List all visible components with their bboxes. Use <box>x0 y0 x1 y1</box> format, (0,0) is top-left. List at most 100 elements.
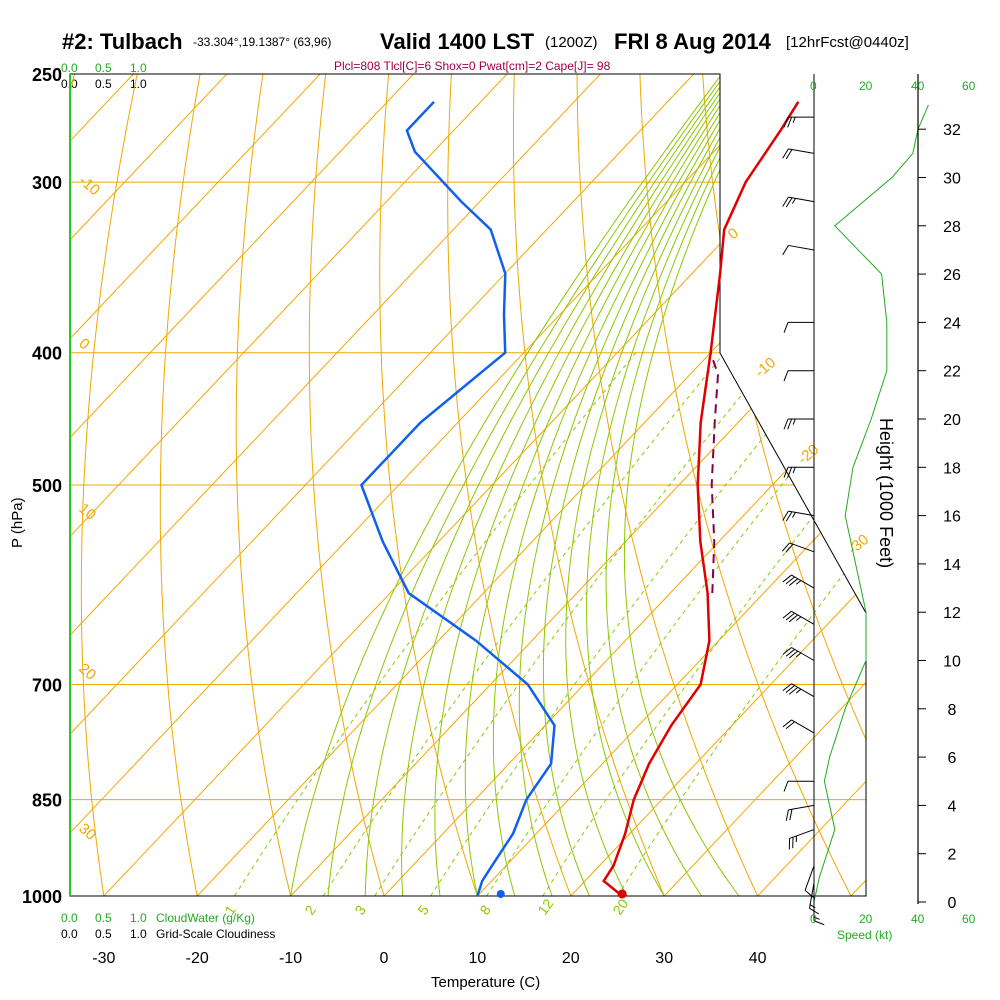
wind-barb-feather <box>785 149 793 160</box>
mixing-ratio-label-2: 2 <box>301 902 319 918</box>
height-tick-20: 20 <box>943 412 961 429</box>
moist-adiabat <box>325 74 744 896</box>
isotherm-label-1: 0 <box>75 335 92 353</box>
valid-utc: (1200Z) <box>545 34 598 51</box>
isotherm-label-8: -30 <box>845 531 873 558</box>
temperature-tick-40: 40 <box>749 950 767 967</box>
isotherm-line <box>70 74 811 896</box>
moist-adiabat <box>542 74 767 896</box>
moist-adiabat <box>434 74 754 896</box>
isotherm-line <box>70 74 437 896</box>
wind-barb-feather <box>792 116 796 123</box>
wind-barb-staff <box>788 196 815 203</box>
wind-barb-feather <box>782 647 792 655</box>
wind-barb-feather <box>792 418 796 425</box>
temperature-trace <box>602 101 800 897</box>
moist-adiabat <box>364 74 748 896</box>
wind-barb-feather <box>813 920 825 926</box>
wind-barb-feather <box>782 245 789 256</box>
moist-adiabat <box>565 74 771 896</box>
isotherm-line <box>70 74 531 896</box>
temperature-tick-30: 30 <box>655 950 673 967</box>
wind-barb-feather <box>792 512 796 518</box>
wind-barb-4 <box>785 804 815 821</box>
height-tick-6: 6 <box>948 750 957 767</box>
wind-barb-staff <box>791 610 815 625</box>
isotherm-line <box>356 74 866 896</box>
mixing-ratio-line-3 <box>374 352 777 896</box>
wind-barb-feather <box>782 196 789 207</box>
wind-barb-feather <box>785 809 789 821</box>
isotherm-line <box>543 74 866 896</box>
wind-barb-feather <box>809 907 820 915</box>
wind-barb-10 <box>782 574 815 589</box>
cloudiness-scale-top-2: 1.0 <box>130 77 147 91</box>
wind-barb-feather <box>809 904 816 909</box>
wind-barb-staff <box>789 542 815 553</box>
isotherm-line <box>70 74 624 896</box>
speed-tick-bottom-20: 20 <box>859 912 873 926</box>
pressure-tick-300: 300 <box>32 173 62 193</box>
mixing-ratio-label-8: 8 <box>476 902 494 918</box>
cloudiness-scale-bottom-0: 0.0 <box>61 927 78 941</box>
wind-barb-feather <box>785 197 793 208</box>
pressure-tick-700: 700 <box>32 676 62 696</box>
wind-barb-feather <box>785 511 793 522</box>
cloud-water-legend: CloudWater (g/Kg) <box>156 911 255 925</box>
wind-barb-3 <box>788 829 815 850</box>
temperature-tick-10: 10 <box>469 950 487 967</box>
mixing-ratio-label-12: 12 <box>534 896 556 918</box>
wind-barb-feather <box>788 686 799 695</box>
cloud-scale-bottom-2: 1.0 <box>130 911 147 925</box>
cloudiness-scale-top-1: 0.5 <box>95 77 112 91</box>
isotherm-label-2: 10 <box>75 500 99 524</box>
height-tick-16: 16 <box>943 509 961 526</box>
pressure-tick-500: 500 <box>32 476 62 496</box>
pressure-tick-400: 400 <box>32 344 62 364</box>
wind-barb-feather <box>787 116 793 128</box>
wind-barb-feather <box>789 809 793 821</box>
height-tick-4: 4 <box>948 798 957 815</box>
wind-barb-feather <box>783 781 789 792</box>
height-tick-10: 10 <box>943 654 961 671</box>
dry-adiabat <box>379 74 488 896</box>
isotherm-line <box>636 74 866 896</box>
height-tick-28: 28 <box>943 219 961 236</box>
isotherm-label-5: 0 <box>725 225 742 243</box>
cloud-scale-bottom-0: 0.0 <box>61 911 78 925</box>
sounding-profiles <box>359 100 800 899</box>
wind-barb-5 <box>783 780 814 792</box>
dry-adiabat <box>159 74 205 896</box>
mixing-ratio-line-20 <box>617 352 866 896</box>
wind-barb-11 <box>781 542 815 553</box>
cloud-legend-bottom: 0.0 0.5 1.0 CloudWater (g/Kg) 0.0 0.5 1.… <box>61 911 275 941</box>
height-tick-26: 26 <box>943 267 961 284</box>
height-tick-12: 12 <box>943 605 961 622</box>
wind-barb-18 <box>782 196 815 208</box>
moist-adiabat <box>605 74 777 896</box>
wind-barb-staff <box>789 829 815 839</box>
wind-barb-feather <box>782 683 792 692</box>
isotherm-line <box>169 74 866 896</box>
speed-tick-bottom-0: 0 <box>810 912 817 926</box>
wind-barb-staff <box>804 865 815 891</box>
wind-barb-staff <box>788 148 815 154</box>
dry-adiabat <box>513 74 678 896</box>
wind-barb-feather <box>792 198 796 204</box>
wind-speed-curve <box>813 104 929 903</box>
height-tick-0: 0 <box>948 895 957 912</box>
wind-barb-feather <box>788 614 799 623</box>
surface-dewpoint-dot <box>496 890 505 898</box>
wind-barb-feather <box>782 510 789 521</box>
cloudiness-scale-bottom-1: 0.5 <box>95 927 112 941</box>
valid-time: Valid 1400 LST <box>380 29 535 54</box>
wind-barb-16 <box>783 321 814 333</box>
mixing-ratio-line-5 <box>430 352 833 896</box>
temperature-ticks: -30 -20 -10 0 10 20 30 40 <box>92 950 766 967</box>
cloud-scale-bottom-1: 0.5 <box>95 911 112 925</box>
wind-barb-staff <box>788 804 815 811</box>
speed-tick-top-60: 60 <box>962 79 976 93</box>
